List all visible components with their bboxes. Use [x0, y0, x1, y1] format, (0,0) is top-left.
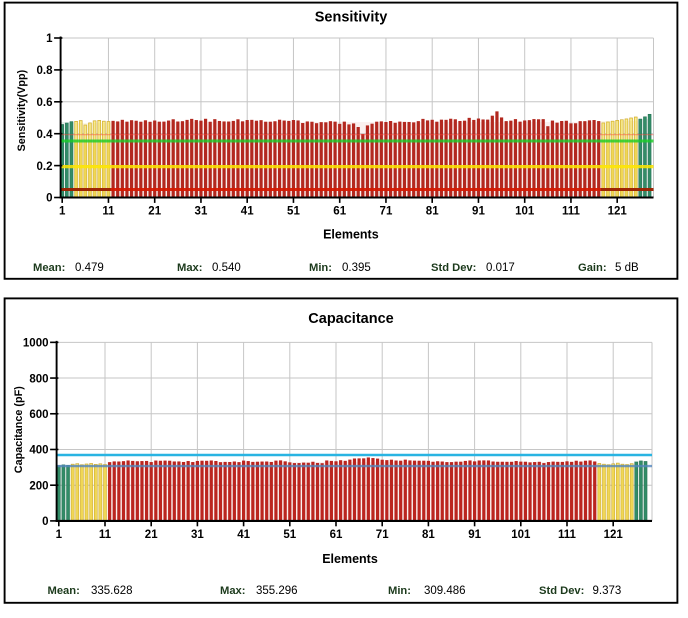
svg-text:11: 11 [99, 529, 112, 541]
svg-text:5 dB: 5 dB [615, 262, 639, 274]
svg-text:121: 121 [608, 206, 628, 218]
svg-text:1: 1 [56, 529, 63, 541]
svg-text:11: 11 [102, 206, 115, 218]
svg-text:Capacitance: Capacitance [308, 311, 393, 327]
svg-text:Max:: Max: [177, 262, 203, 274]
svg-text:600: 600 [29, 409, 48, 421]
svg-text:309.486: 309.486 [424, 585, 466, 597]
svg-text:0.479: 0.479 [75, 262, 104, 274]
svg-text:0.017: 0.017 [486, 262, 515, 274]
svg-text:91: 91 [472, 206, 485, 218]
svg-text:Min:: Min: [388, 585, 411, 597]
svg-text:0.540: 0.540 [212, 262, 241, 274]
svg-text:1: 1 [59, 206, 66, 218]
svg-text:31: 31 [195, 206, 208, 218]
svg-text:0.4: 0.4 [37, 129, 54, 141]
svg-text:0: 0 [46, 193, 52, 205]
svg-text:Sensitivity(Vpp): Sensitivity(Vpp) [16, 69, 28, 151]
svg-text:Elements: Elements [323, 227, 379, 241]
svg-text:355.296: 355.296 [256, 585, 298, 597]
svg-text:9.373: 9.373 [593, 585, 622, 597]
svg-text:1: 1 [46, 33, 53, 45]
svg-text:61: 61 [333, 206, 346, 218]
svg-text:800: 800 [29, 373, 48, 385]
svg-text:71: 71 [380, 206, 393, 218]
svg-text:Max:: Max: [220, 585, 246, 597]
svg-text:121: 121 [604, 529, 624, 541]
svg-text:400: 400 [29, 445, 48, 457]
svg-text:51: 51 [287, 206, 300, 218]
svg-text:Min:: Min: [309, 262, 332, 274]
svg-text:41: 41 [237, 529, 250, 541]
svg-text:Mean:: Mean: [33, 262, 65, 274]
svg-text:0: 0 [42, 516, 48, 528]
svg-text:111: 111 [558, 529, 577, 541]
svg-text:Std Dev:: Std Dev: [431, 262, 476, 274]
svg-text:101: 101 [515, 206, 535, 218]
svg-text:Elements: Elements [322, 552, 378, 566]
svg-text:Mean:: Mean: [48, 585, 80, 597]
svg-text:0.8: 0.8 [37, 65, 54, 77]
svg-text:21: 21 [145, 529, 158, 541]
svg-text:111: 111 [562, 206, 581, 218]
svg-text:81: 81 [422, 529, 435, 541]
svg-text:61: 61 [330, 529, 343, 541]
svg-text:1000: 1000 [23, 338, 49, 350]
svg-text:0.2: 0.2 [37, 161, 53, 173]
svg-text:Capacitance (pF): Capacitance (pF) [13, 386, 25, 473]
svg-text:51: 51 [283, 529, 296, 541]
svg-text:91: 91 [468, 529, 481, 541]
svg-text:101: 101 [511, 529, 531, 541]
svg-text:31: 31 [191, 529, 204, 541]
svg-text:Sensitivity: Sensitivity [315, 10, 388, 26]
svg-text:0.6: 0.6 [37, 97, 53, 109]
svg-text:335.628: 335.628 [91, 585, 133, 597]
svg-text:21: 21 [148, 206, 161, 218]
svg-text:81: 81 [426, 206, 439, 218]
svg-text:0.395: 0.395 [342, 262, 371, 274]
svg-text:71: 71 [376, 529, 389, 541]
svg-text:Std Dev:: Std Dev: [539, 585, 584, 597]
svg-text:200: 200 [29, 480, 48, 492]
svg-text:41: 41 [241, 206, 254, 218]
svg-text:Gain:: Gain: [578, 262, 607, 274]
